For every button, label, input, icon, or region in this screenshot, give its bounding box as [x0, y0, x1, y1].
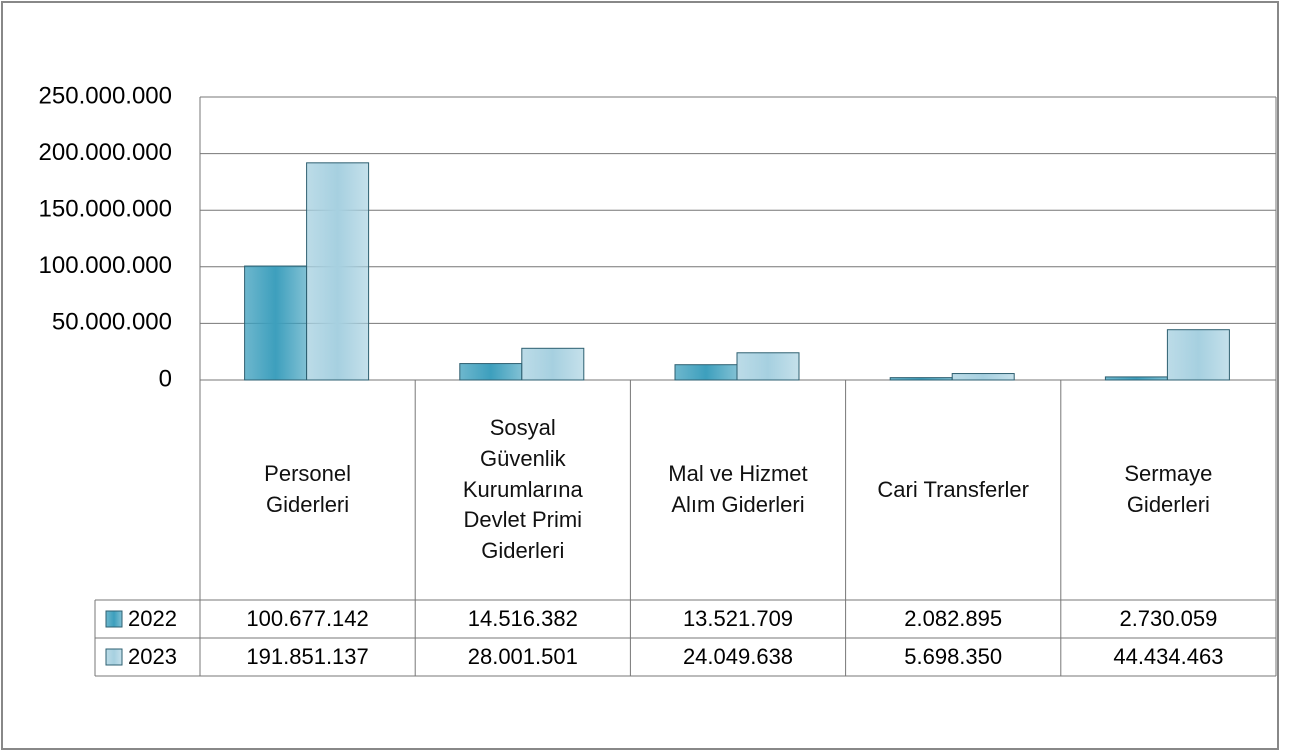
y-tick-label: 100.000.000 [39, 252, 172, 279]
bar [459, 363, 523, 381]
y-tick-label: 200.000.000 [39, 139, 172, 166]
data-label: 5.698.350 [904, 644, 1002, 669]
x-tick-label: Sosyal Güvenlik Kurumlarına Devlet Primi… [415, 380, 630, 600]
data-label: 28.001.501 [468, 644, 578, 669]
data-label: 24.049.638 [683, 644, 793, 669]
data-label: 2.730.059 [1119, 606, 1217, 631]
category-text: Sermaye Giderleri [1124, 461, 1213, 517]
data-label: 14.516.382 [468, 606, 578, 631]
legend-swatch [105, 610, 123, 628]
bar [674, 364, 738, 381]
category-text: Personel Giderleri [264, 461, 352, 517]
y-tick-label: 150.000.000 [39, 196, 172, 223]
category-text: Mal ve Hizmet Alım Giderleri [668, 461, 808, 517]
legend-label: 2023 [128, 644, 177, 669]
x-tick-label: Cari Transferler [846, 380, 1061, 600]
bar [244, 265, 308, 381]
x-tick-label: Sermaye Giderleri [1061, 380, 1276, 600]
legend-swatch [105, 648, 123, 666]
bar [306, 162, 370, 381]
y-tick-label: 250.000.000 [39, 82, 172, 109]
bar [736, 352, 800, 381]
data-label: 44.434.463 [1113, 644, 1223, 669]
x-tick-label: Mal ve Hizmet Alım Giderleri [630, 380, 845, 600]
data-label: 2.082.895 [904, 606, 1002, 631]
data-label: 191.851.137 [246, 644, 368, 669]
data-label: 100.677.142 [246, 606, 368, 631]
category-text: Cari Transferler [877, 476, 1029, 502]
bar [951, 373, 1015, 381]
x-tick-label: Personel Giderleri [200, 380, 415, 600]
data-label: 13.521.709 [683, 606, 793, 631]
category-text: Sosyal Güvenlik Kurumlarına Devlet Primi… [462, 415, 583, 564]
y-tick-label: 50.000.000 [52, 309, 172, 336]
y-tick-label: 0 [159, 365, 172, 392]
legend-label: 2022 [128, 606, 177, 631]
bar [521, 347, 585, 381]
bar [1166, 329, 1230, 381]
